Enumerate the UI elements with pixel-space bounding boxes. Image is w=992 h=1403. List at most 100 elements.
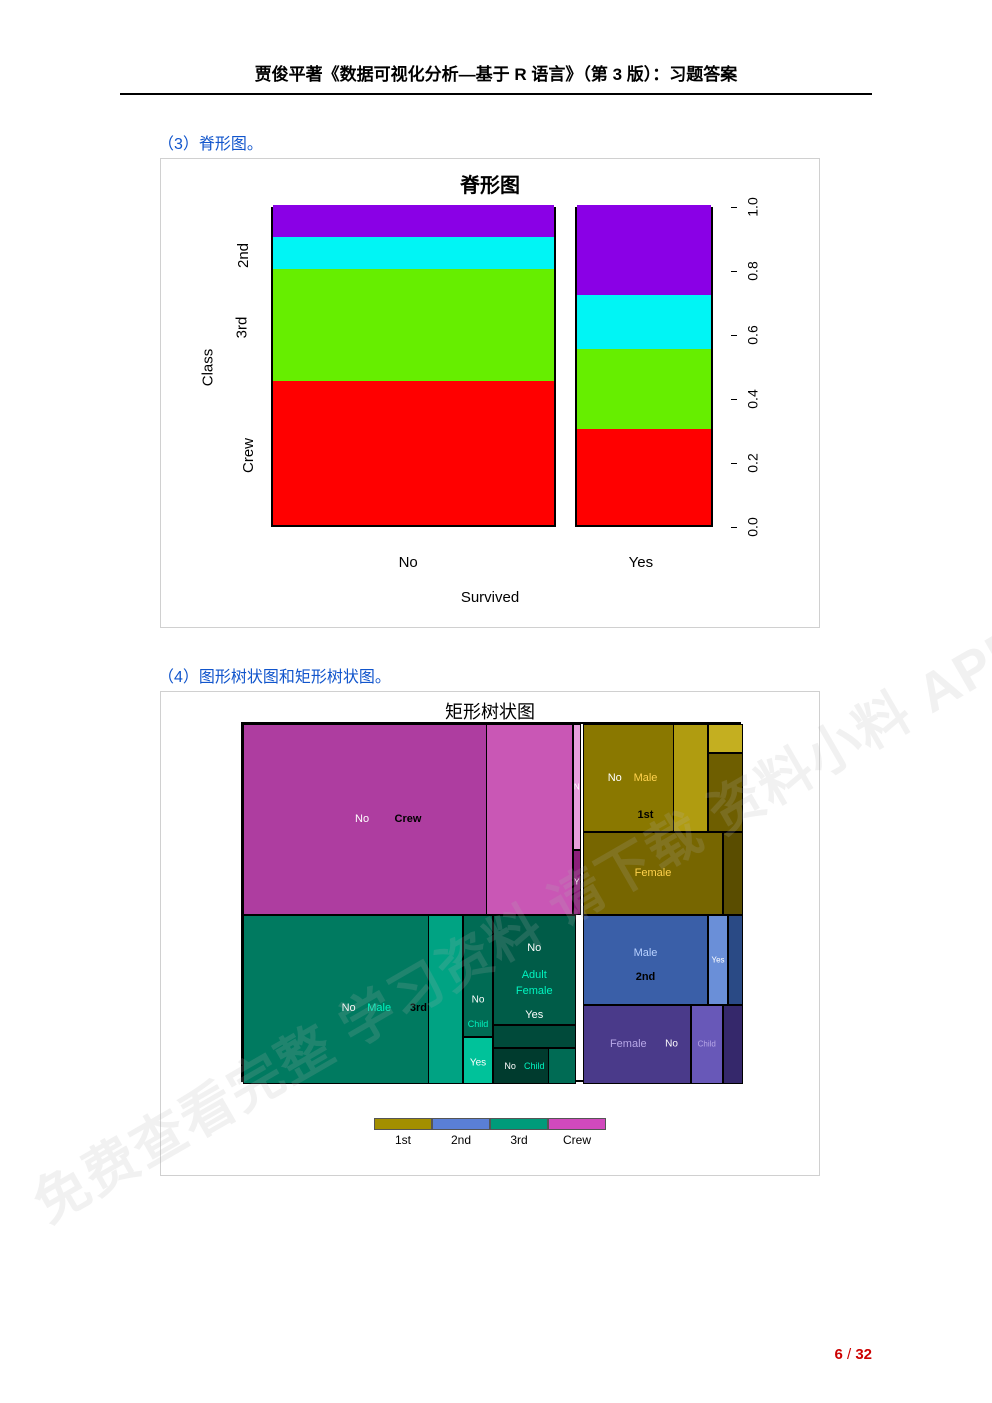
treemap-node [728, 915, 743, 1005]
treemap-node [548, 1048, 576, 1084]
treemap-node [708, 724, 743, 753]
treemap-title: 矩形树状图 [161, 698, 819, 724]
spine-seg [577, 429, 711, 525]
spine-ycat-3rd: 3rd [233, 317, 250, 339]
treemap-label: Child [524, 1061, 545, 1071]
treemap-node: Y [573, 850, 581, 915]
spine-rtick: 0.0 [745, 517, 761, 536]
legend-label: 3rd [490, 1133, 548, 1147]
treemap-label: Male [367, 1002, 391, 1014]
treemap-node: Female [583, 832, 723, 915]
treemap-chart: 矩形树状图 No Crew Yes N Y No Male Yes 1st Female No Mal… [160, 691, 820, 1176]
legend-swatch [374, 1118, 432, 1130]
treemap-legend: 1st2nd3rdCrew [161, 1118, 819, 1147]
treemap-label: Y [574, 878, 579, 887]
page-sep: / [843, 1346, 856, 1363]
page-title: 贾俊平著《数据可视化分析—基于 R 语言》（第 3 版）：习题答案 [120, 60, 872, 95]
treemap-label: 1st [638, 809, 654, 821]
treemap-label: No [472, 995, 485, 1006]
treemap-node: Child [691, 1005, 724, 1084]
section-3-label: （3）脊形图。 [158, 130, 872, 154]
spine-seg [577, 205, 711, 295]
spine-seg [577, 295, 711, 349]
treemap-node: No Child [463, 915, 493, 1037]
treemap-node [708, 753, 743, 832]
tick-mark [731, 207, 737, 208]
treemap-node [673, 724, 708, 832]
treemap-node [723, 1005, 743, 1084]
spine-seg [273, 205, 554, 237]
page-footer: 6 / 32 [834, 1346, 872, 1363]
legend-swatch [548, 1118, 606, 1130]
legend-swatch [490, 1118, 548, 1130]
treemap-node [486, 724, 574, 915]
spine-ycat-2nd: 2nd [235, 243, 252, 268]
treemap-label: Female [516, 985, 553, 997]
treemap-label: 2nd [636, 971, 656, 983]
spine-ycat-crew: Crew [240, 438, 257, 473]
tick-mark [731, 399, 737, 400]
spine-rtick: 0.6 [745, 325, 761, 344]
spine-chart: 脊形图 Class Survived Crew 3rd 2nd No Yes 0.0 0… [160, 158, 820, 628]
spine-title: 脊形图 [161, 169, 819, 198]
spine-rtick: 0.8 [745, 261, 761, 280]
treemap-label: Yes [711, 955, 724, 964]
legend-label: 2nd [432, 1133, 490, 1147]
spine-ylabel: Class [199, 349, 216, 387]
legend-label: 1st [374, 1133, 432, 1147]
treemap-node [428, 915, 463, 1084]
spine-col-no [271, 207, 556, 527]
page-total: 32 [855, 1346, 872, 1363]
page-root: 贾俊平著《数据可视化分析—基于 R 语言》（第 3 版）：习题答案 （3）脊形图… [0, 0, 992, 1403]
spine-seg [273, 237, 554, 269]
treemap-label: Crew [395, 813, 422, 825]
spine-seg [273, 269, 554, 381]
legend-label: Crew [548, 1133, 606, 1147]
treemap-label: No [355, 813, 369, 825]
treemap-label: Female [635, 867, 672, 879]
treemap-node: No Adult Female Yes [493, 915, 576, 1025]
spine-rtick: 0.4 [745, 389, 761, 408]
tick-mark [731, 463, 737, 464]
spine-seg [273, 381, 554, 525]
treemap-label: Male [634, 947, 658, 959]
treemap-label: Female [610, 1038, 647, 1050]
legend-item-3rd: 3rd [490, 1118, 548, 1147]
section-4-label: （4）图形树状图和矩形树状图。 [158, 663, 872, 687]
tick-mark [731, 271, 737, 272]
spine-plot-area [271, 207, 731, 527]
spine-xcat-yes: Yes [629, 554, 653, 571]
legend-item-2nd: 2nd [432, 1118, 490, 1147]
legend-swatch [432, 1118, 490, 1130]
treemap-label: No [342, 1002, 356, 1014]
treemap-node: N [573, 724, 581, 850]
tick-mark [731, 527, 737, 528]
treemap-node: Male 2nd [583, 915, 708, 1005]
spine-rtick: 1.0 [745, 197, 761, 216]
treemap-label: Yes [525, 1009, 543, 1021]
treemap-label: No [504, 1061, 516, 1071]
treemap-label: 3rd [410, 1002, 427, 1014]
treemap-label: Child [698, 1040, 716, 1049]
treemap-node: Yes [708, 915, 728, 1005]
page-current: 6 [834, 1346, 842, 1363]
treemap-label: Child [468, 1019, 489, 1029]
treemap-area: No Crew Yes N Y No Male Yes 1st Female No Male 3rd Ye… [241, 722, 741, 1082]
treemap-label: No [527, 942, 541, 954]
spine-xlabel: Survived [161, 589, 819, 606]
treemap-node: Female No [583, 1005, 691, 1084]
treemap-label: No [608, 772, 622, 784]
treemap-label: No [665, 1039, 678, 1050]
legend-item-crew: Crew [548, 1118, 606, 1147]
spine-col-yes [575, 207, 713, 527]
spine-rtick: 0.2 [745, 453, 761, 472]
treemap-node [493, 1025, 576, 1048]
treemap-label: Male [634, 772, 658, 784]
treemap-label: Yes [470, 1057, 486, 1068]
spine-xcat-no: No [399, 554, 418, 571]
treemap-node: Yes [463, 1037, 493, 1084]
treemap-label: Adult [522, 969, 547, 981]
legend-item-1st: 1st [374, 1118, 432, 1147]
treemap-label: N [574, 783, 580, 792]
treemap-node [723, 832, 743, 915]
